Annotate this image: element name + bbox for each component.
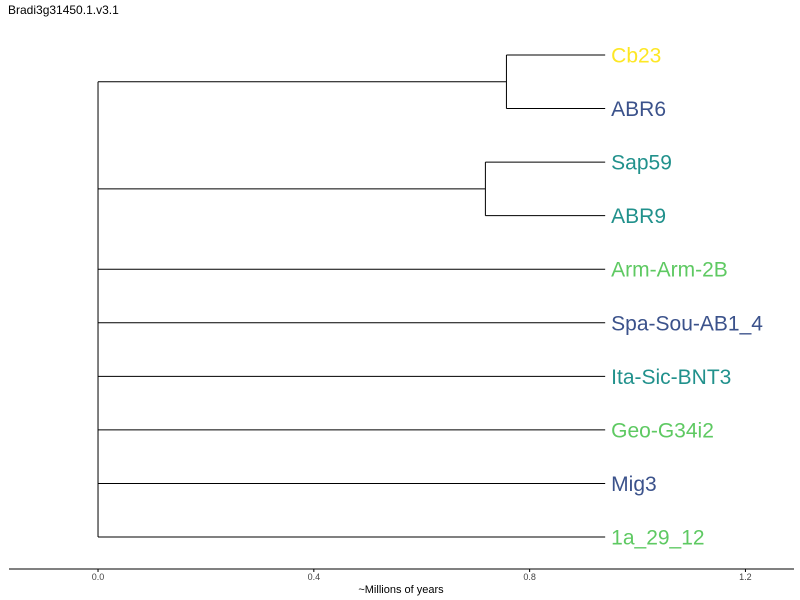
x-tick-label: 0.0 [92,572,105,582]
x-tick-label: 0.8 [523,572,536,582]
leaf-label: Cb23 [611,45,661,68]
leaf-label: 1a_29_12 [611,527,704,550]
x-axis-label: ~Millions of years [358,584,444,596]
leaf-label: Ita-Sic-BNT3 [611,366,731,389]
leaf-label: ABR9 [611,205,666,228]
x-axis: 0.0 0.4 0.8 1.2 ~Millions of years [9,568,794,596]
tree-title: Bradi3g31450.1.v3.1 [8,3,119,17]
leaf-labels: Cb23 ABR6 Sap59 ABR9 Arm-Arm-2B Spa-Sou-AB1_4… [611,45,763,550]
leaf-label: Spa-Sou-AB1_4 [611,312,763,335]
leaf-label: ABR6 [611,98,666,121]
branches [97,54,606,538]
x-tick-label: 0.4 [308,572,321,582]
leaf-label: Mig3 [611,473,657,496]
leaf-label: Geo-G34i2 [611,419,714,442]
leaf-label: Arm-Arm-2B [611,259,728,282]
x-tick-label: 1.2 [739,572,752,582]
leaf-label: Sap59 [611,152,672,175]
